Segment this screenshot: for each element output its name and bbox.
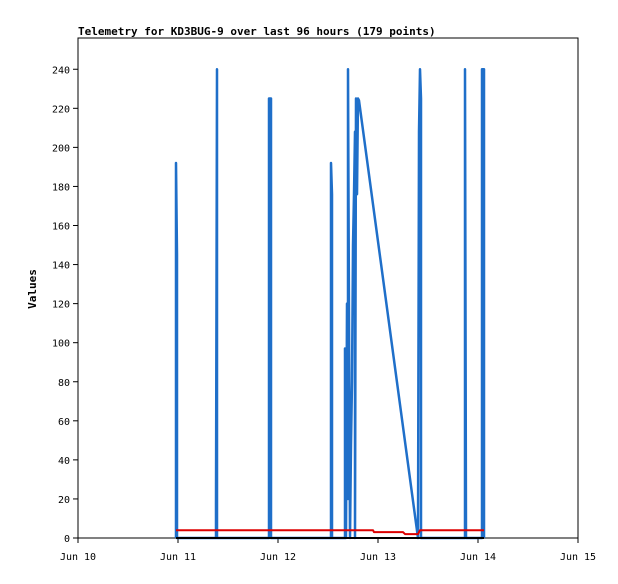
y-axis: 0 20 40 60 80 100 120 140 160 180 200 220 240 (52, 65, 78, 545)
y-tick-label: 60 (58, 417, 70, 428)
chart-title: Telemetry for KD3BUG-9 over last 96 hour… (78, 25, 436, 38)
x-axis: Jun 10 Jun 11 Jun 12 Jun 13 Jun 14 Jun 15 (60, 538, 596, 563)
y-tick-label: 160 (52, 222, 70, 233)
series-line-2 (176, 529, 484, 536)
x-tick-label: Jun 15 (560, 552, 596, 563)
y-tick-label: 80 (58, 378, 70, 389)
series-layer (174, 68, 486, 540)
x-tick-label: Jun 10 (60, 552, 96, 563)
plot-frame (77, 37, 579, 539)
y-tick-label: 140 (52, 261, 70, 272)
y-axis-label: Values (26, 269, 39, 309)
y-tick-label: 100 (52, 339, 70, 350)
y-tick-label: 240 (52, 65, 70, 76)
y-tick-label: 20 (58, 495, 70, 506)
y-tick-label: 200 (52, 143, 70, 154)
y-tick-label: 40 (58, 456, 70, 467)
y-tick-label: 0 (64, 534, 70, 545)
x-tick-label: Jun 11 (160, 552, 196, 563)
y-tick-label: 120 (52, 300, 70, 311)
x-tick-label: Jun 12 (260, 552, 296, 563)
y-tick-label: 180 (52, 182, 70, 193)
x-tick-label: Jun 13 (360, 552, 396, 563)
x-tick-label: Jun 14 (460, 552, 496, 563)
y-tick-label: 220 (52, 104, 70, 115)
series-line-1 (174, 68, 486, 540)
